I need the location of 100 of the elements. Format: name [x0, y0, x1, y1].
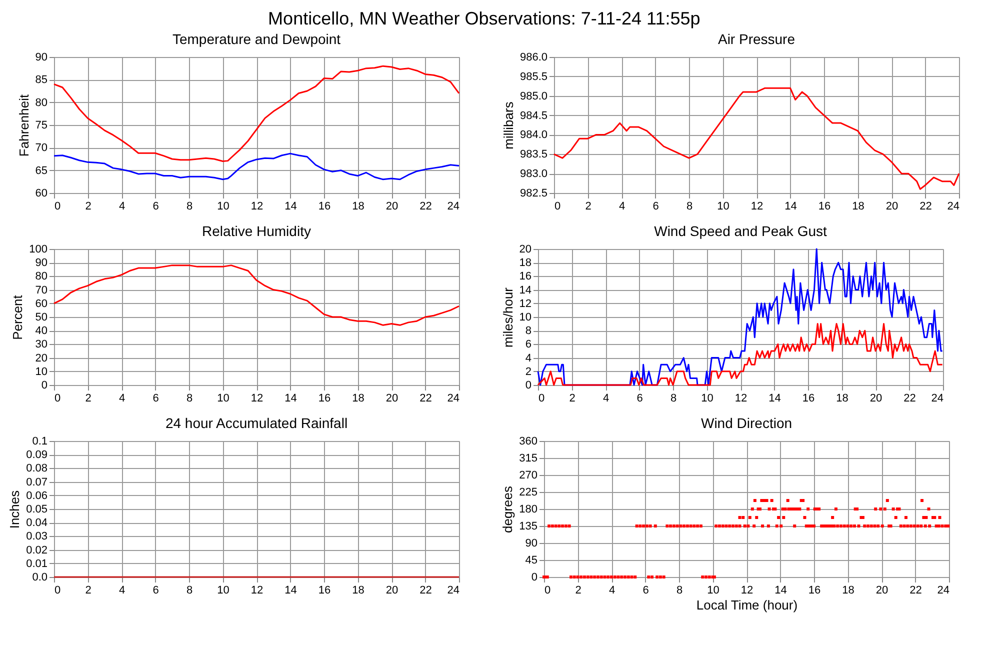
x-tick-label: 12	[250, 584, 264, 596]
x-tick-label: 0	[554, 200, 561, 212]
x-axis-title: Local Time (hour)	[696, 598, 798, 612]
x-tick-label: 16	[808, 584, 821, 596]
x-tick-label: 14	[774, 584, 787, 596]
line-series	[537, 248, 944, 386]
y-tick-label: 0	[41, 380, 48, 392]
y-tick-label: 0.02	[26, 544, 48, 556]
x-tick-label: 8	[670, 392, 677, 404]
x-tick-label: 24	[447, 200, 460, 212]
line-series	[53, 152, 460, 180]
x-tick-label: 6	[152, 584, 159, 596]
text: Monticello, MN Weather Observations: 7-11-24 11:55p	[268, 8, 700, 28]
x-tick-label: 18	[352, 584, 364, 596]
line-series	[553, 87, 960, 190]
y-tick-label: 982.5	[520, 188, 548, 200]
y-tick-label: 0.0	[32, 572, 48, 584]
x-tick-label: 10	[217, 392, 230, 404]
chart-title: Air Pressure	[718, 31, 796, 47]
x-tick-label: 16	[318, 392, 331, 404]
y-tick-label: 4	[525, 352, 532, 364]
y-tick-label: 2	[525, 366, 532, 378]
x-tick-label: 4	[618, 200, 626, 212]
y-tick-label: 6	[525, 338, 532, 351]
y-tick-label: 984.0	[520, 129, 548, 142]
y-tick-label: 270	[519, 470, 538, 482]
y-axis-title: degrees	[500, 486, 516, 533]
x-tick-label: 14	[284, 200, 297, 212]
y-tick-label: 315	[519, 452, 538, 464]
x-tick-label: 24	[931, 392, 944, 404]
x-tick-label: 2	[585, 200, 592, 212]
y-tick-label: 10	[35, 366, 48, 378]
y-tick-label: 80	[35, 270, 48, 283]
line-series	[53, 65, 460, 162]
y-axis-title: Fahrenheit	[16, 94, 32, 157]
x-tick-label: 16	[318, 584, 331, 596]
x-tick-label: 20	[386, 584, 398, 596]
y-tick-label: 40	[35, 325, 48, 338]
y-tick-label: 80	[35, 96, 48, 109]
y-tick-label: 45	[525, 554, 538, 566]
y-tick-label: 70	[35, 142, 48, 154]
y-axis-title: Inches	[7, 490, 22, 529]
line-series	[53, 264, 460, 326]
y-tick-label: 360	[519, 436, 538, 448]
x-tick-label: 22	[920, 200, 932, 212]
y-tick-label: 20	[519, 244, 532, 256]
x-tick-label: 14	[284, 584, 297, 596]
y-tick-label: 75	[35, 120, 48, 132]
x-tick-label: 12	[734, 392, 748, 404]
chart-title: Wind Speed and Peak Gust	[654, 223, 827, 239]
x-tick-label: 22	[420, 584, 432, 596]
x-tick-label: 10	[717, 200, 730, 212]
y-tick-label: 90	[525, 538, 538, 550]
x-tick-label: 4	[608, 584, 616, 596]
x-tick-label: 6	[652, 200, 659, 212]
x-tick-label: 10	[707, 584, 720, 596]
x-tick-label: 10	[217, 200, 230, 212]
y-tick-label: 30	[35, 338, 48, 351]
chart-title: Relative Humidity	[202, 223, 311, 239]
x-tick-label: 8	[186, 584, 193, 596]
y-tick-label: 135	[519, 520, 538, 532]
y-tick-label: 90	[35, 52, 48, 64]
x-tick-label: 0	[54, 200, 61, 212]
y-tick-label: 180	[519, 504, 538, 516]
x-tick-label: 8	[186, 392, 193, 404]
x-tick-label: 24	[447, 392, 460, 404]
x-tick-label: 2	[85, 200, 92, 212]
y-tick-label: 985.5	[520, 70, 548, 83]
y-tick-label: 0.1	[32, 436, 48, 448]
y-tick-label: 90	[35, 257, 48, 270]
x-tick-label: 8	[686, 200, 693, 212]
y-tick-label: 85	[35, 74, 48, 86]
y-tick-label: 0.07	[26, 476, 48, 488]
x-tick-label: 20	[870, 392, 882, 404]
y-axis-title: millibars	[500, 101, 516, 150]
y-tick-label: 100	[29, 244, 48, 256]
y-tick-label: 0	[531, 572, 538, 584]
x-tick-label: 0	[54, 584, 61, 596]
x-tick-label: 16	[318, 200, 331, 212]
x-tick-label: 22	[420, 392, 432, 404]
y-tick-label: 985.0	[520, 90, 548, 102]
y-tick-label: 225	[519, 486, 538, 498]
y-tick-label: 0.08	[26, 462, 48, 475]
x-tick-label: 2	[85, 392, 92, 404]
x-tick-label: 20	[886, 200, 898, 212]
y-tick-label: 18	[519, 257, 532, 270]
y-tick-label: 986.0	[520, 52, 548, 64]
y-tick-label: 984.5	[520, 110, 548, 122]
x-tick-label: 22	[910, 584, 922, 596]
y-tick-label: 65	[35, 164, 48, 177]
x-tick-label: 24	[937, 584, 950, 596]
y-tick-label: 983.5	[520, 148, 548, 161]
y-tick-label: 50	[35, 312, 48, 324]
x-tick-label: 12	[250, 200, 264, 212]
x-tick-label: 24	[947, 200, 960, 212]
x-tick-label: 2	[85, 584, 92, 596]
x-tick-label: 4	[118, 392, 126, 404]
x-tick-label: 2	[575, 584, 582, 596]
x-tick-label: 16	[818, 200, 831, 212]
y-tick-label: 8	[525, 325, 532, 338]
